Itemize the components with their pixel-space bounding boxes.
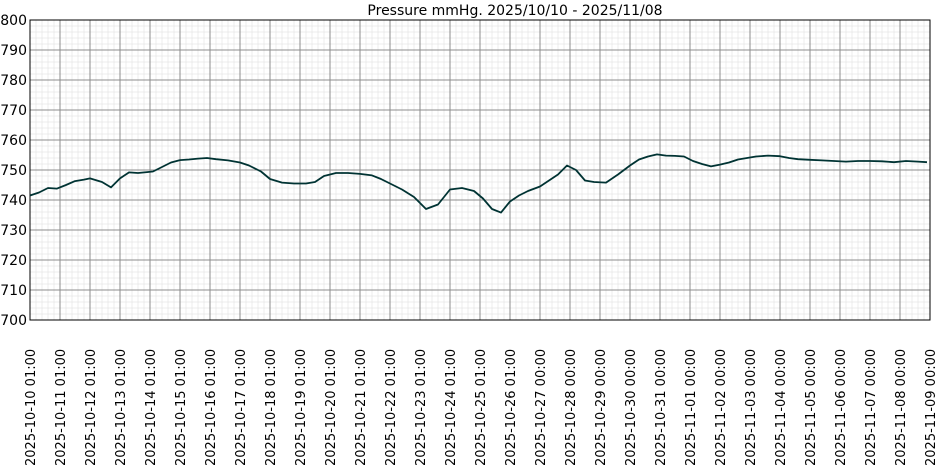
x-tick-label: 2025-10-18 01:00 bbox=[264, 349, 279, 466]
y-tick-label: 760 bbox=[0, 133, 27, 149]
y-tick-label: 780 bbox=[0, 73, 27, 89]
y-tick-label: 720 bbox=[0, 253, 27, 269]
x-tick-label: 2025-10-14 01:00 bbox=[144, 349, 159, 466]
x-tick-label: 2025-10-17 01:00 bbox=[234, 349, 249, 466]
x-tick-label: 2025-10-21 01:00 bbox=[354, 349, 369, 466]
x-tick-label: 2025-11-07 00:00 bbox=[864, 349, 879, 466]
y-tick-label: 700 bbox=[0, 313, 27, 329]
y-tick-label: 770 bbox=[0, 103, 27, 119]
x-tick-label: 2025-11-03 00:00 bbox=[744, 349, 759, 466]
x-tick-label: 2025-10-30 00:00 bbox=[624, 349, 639, 466]
x-tick-label: 2025-10-16 01:00 bbox=[204, 349, 219, 466]
major-grid bbox=[29, 19, 931, 321]
x-tick-label: 2025-11-02 00:00 bbox=[714, 349, 729, 466]
x-tick-label: 2025-10-12 01:00 bbox=[84, 349, 99, 466]
x-tick-label: 2025-10-10 01:00 bbox=[24, 349, 39, 466]
x-tick-label: 2025-10-15 01:00 bbox=[174, 349, 189, 466]
x-tick-label: 2025-10-31 00:00 bbox=[654, 349, 669, 466]
x-tick-label: 2025-10-22 01:00 bbox=[384, 349, 399, 466]
x-tick-label: 2025-10-29 00:00 bbox=[594, 349, 609, 466]
y-tick-label: 730 bbox=[0, 223, 27, 239]
x-tick-label: 2025-10-27 00:00 bbox=[534, 349, 549, 466]
y-tick-label: 800 bbox=[0, 13, 27, 29]
y-tick-label: 790 bbox=[0, 43, 27, 59]
y-tick-label: 710 bbox=[0, 283, 27, 299]
y-axis-ticks: 700 710 720 730 740 750 760 770 780 790 800 bbox=[0, 13, 27, 329]
x-tick-label: 2025-10-13 01:00 bbox=[114, 349, 129, 466]
series-line-pressure bbox=[29, 153, 928, 214]
x-tick-label: 2025-11-01 00:00 bbox=[684, 349, 699, 466]
x-tick-label: 2025-11-05 00:00 bbox=[804, 349, 819, 466]
x-tick-label: 2025-10-23 01:00 bbox=[414, 349, 429, 466]
x-tick-label: 2025-10-26 01:00 bbox=[504, 349, 519, 466]
x-tick-label: 2025-10-19 01:00 bbox=[294, 349, 309, 466]
x-tick-label: 2025-10-20 01:00 bbox=[324, 349, 339, 466]
x-tick-label: 2025-10-28 00:00 bbox=[564, 349, 579, 466]
x-tick-label: 2025-11-04 00:00 bbox=[774, 349, 789, 466]
plot-frame bbox=[29, 19, 931, 321]
x-tick-label: 2025-11-09 00:00 bbox=[924, 349, 939, 466]
x-tick-label: 2025-11-08 00:00 bbox=[894, 349, 909, 466]
x-tick-label: 2025-10-25 01:00 bbox=[474, 349, 489, 466]
x-tick-label: 2025-11-06 00:00 bbox=[834, 349, 849, 466]
y-tick-label: 750 bbox=[0, 163, 27, 179]
chart-title: Pressure mmHg. 2025/10/10 - 2025/11/08 bbox=[367, 3, 662, 19]
y-tick-label: 740 bbox=[0, 193, 27, 209]
x-axis-ticks: 2025-10-10 01:00 2025-10-11 01:00 2025-10-… bbox=[24, 349, 939, 466]
x-tick-label: 2025-10-11 01:00 bbox=[54, 349, 69, 466]
x-tick-label: 2025-10-24 01:00 bbox=[444, 349, 459, 466]
